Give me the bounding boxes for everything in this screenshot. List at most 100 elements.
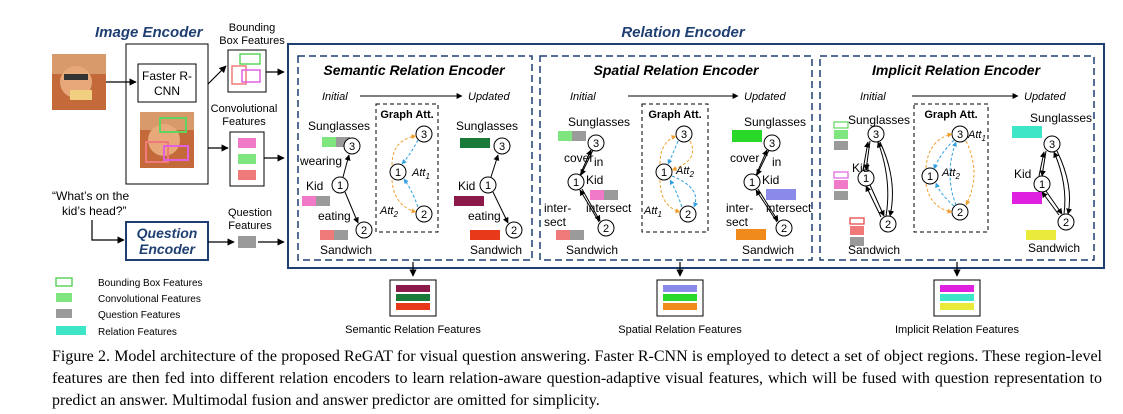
semantic-eating-updated: eating (468, 209, 501, 223)
question-encoder-label-2: Encoder (139, 241, 197, 257)
semantic-node-1-att: 1 (395, 167, 401, 179)
legend-swatch-relation (56, 326, 86, 335)
image-encoder-title: Image Encoder (95, 24, 204, 41)
legend-label-conv: Convolutional Features (98, 294, 201, 305)
implicit-att1: Att1 (967, 129, 986, 143)
legend-label-bbox: Bounding Box Features (98, 278, 203, 289)
input-photo (52, 54, 106, 110)
spatial-sunglasses-initial: Sunglasses (568, 115, 630, 129)
spatial-in-updated: in (772, 155, 781, 169)
detector-label-2: CNN (154, 84, 180, 98)
spatial-cover-updated: cover (730, 151, 759, 165)
implicit-sandwich-initial: Sandwich (848, 243, 900, 257)
spatial-node-1-updated: 1 (749, 177, 755, 189)
implicit-node-1-updated: 1 (1039, 179, 1045, 191)
legend-swatch-bbox (55, 277, 73, 287)
semantic-sunglasses-initial: Sunglasses (308, 119, 370, 133)
spatial-initial: Initial (570, 91, 596, 103)
semantic-node-2-updated: 2 (511, 225, 517, 237)
implicit-node-3-att: 3 (957, 129, 963, 141)
spatial-inter: inter- (544, 201, 571, 215)
semantic-eating: eating (318, 209, 351, 223)
implicit-node-1-att: 1 (927, 171, 933, 183)
semantic-att2: Att2 (379, 205, 398, 219)
image-encoder-frame (125, 43, 209, 185)
question-features-label-1: Question (228, 207, 272, 219)
semantic-sandwich-updated: Sandwich (470, 243, 522, 257)
legend-label-question: Question Features (98, 310, 180, 321)
implicit-node-2-initial: 2 (885, 219, 891, 231)
spatial-sandwich-initial: Sandwich (566, 243, 618, 257)
spatial-att2: Att2 (675, 165, 694, 179)
implicit-node-2-att: 2 (957, 207, 963, 219)
semantic-node-1-updated: 1 (485, 180, 491, 192)
spatial-in: in (594, 155, 603, 169)
legend-label-relation: Relation Features (98, 327, 177, 338)
semantic-node-1-initial: 1 (337, 180, 343, 192)
semantic-kid-updated: Kid (458, 179, 475, 193)
question-features-label-2: Features (228, 220, 272, 232)
detected-photo (140, 112, 194, 168)
implicit-att2: Att2 (941, 167, 960, 181)
spatial-output-label: Spatial Relation Features (618, 324, 742, 336)
spatial-panel (539, 55, 813, 261)
spatial-node-2-att: 2 (685, 209, 691, 221)
question-encoder-label-1: Question (137, 225, 198, 241)
conv-features-label-1: Convolutional (211, 103, 278, 115)
spatial-sect: sect (544, 215, 567, 229)
spatial-node-1-initial: 1 (573, 177, 579, 189)
spatial-title: Spatial Relation Encoder (594, 62, 760, 78)
implicit-panel (819, 55, 1095, 261)
relation-encoder-title: Relation Encoder (621, 24, 746, 41)
spatial-node-3-initial: 3 (593, 138, 599, 150)
implicit-initial: Initial (860, 91, 886, 103)
implicit-title: Implicit Relation Encoder (872, 62, 1042, 78)
semantic-node-3-att: 3 (421, 129, 427, 141)
spatial-sect-updated: sect (726, 215, 749, 229)
semantic-output-label: Semantic Relation Features (345, 324, 481, 336)
implicit-node-3-updated: 3 (1049, 139, 1055, 151)
spatial-intersect: intersect (586, 201, 632, 215)
bbox-features-label-1: Bounding (229, 22, 276, 34)
semantic-initial: Initial (322, 91, 348, 103)
spatial-updated: Updated (744, 91, 786, 103)
spatial-sandwich-updated: Sandwich (742, 243, 794, 257)
spatial-node-3-att: 3 (681, 129, 687, 141)
implicit-sunglasses-initial: Sunglasses (848, 113, 910, 127)
spatial-kid-updated: Kid (762, 173, 779, 187)
semantic-wearing: wearing (299, 154, 342, 168)
spatial-inter-updated: inter- (726, 201, 753, 215)
question-encoder-box (125, 221, 209, 261)
implicit-kid-updated: Kid (1014, 167, 1031, 181)
spatial-node-3-updated: 3 (769, 138, 775, 150)
semantic-node-2-att: 2 (421, 209, 427, 221)
semantic-sandwich-initial: Sandwich (320, 243, 372, 257)
spatial-node-2-updated: 2 (781, 223, 787, 235)
implicit-node-1-initial: 1 (863, 173, 869, 185)
faster-rcnn-box (137, 63, 197, 103)
implicit-node-2-updated: 2 (1063, 217, 1069, 229)
spatial-node-1-att: 1 (661, 167, 667, 179)
legend: Bounding Box Features Convolutional Feat… (55, 277, 203, 338)
semantic-panel (297, 55, 533, 261)
question-feature-block (238, 236, 256, 248)
semantic-sunglasses-updated: Sunglasses (456, 119, 518, 133)
spatial-sunglasses-updated: Sunglasses (744, 115, 806, 129)
figure-caption: Figure 2. Model architecture of the prop… (52, 348, 1102, 409)
spatial-node-2-initial: 2 (603, 223, 609, 235)
semantic-graph-att: Graph Att. (380, 109, 433, 121)
relation-encoder-frame (287, 43, 1105, 269)
semantic-node-3-initial: 3 (349, 141, 355, 153)
implicit-updated: Updated (1024, 91, 1066, 103)
semantic-att1: Att1 (411, 167, 430, 181)
implicit-output-label: Implicit Relation Features (895, 324, 1020, 336)
semantic-node-3-updated: 3 (499, 141, 505, 153)
question-text-1: “What’s on the (52, 189, 129, 203)
semantic-updated: Updated (468, 91, 510, 103)
spatial-kid-initial: Kid (586, 173, 603, 187)
semantic-node-2-initial: 2 (361, 225, 367, 237)
implicit-sunglasses-updated: Sunglasses (1030, 111, 1092, 125)
legend-swatch-conv (56, 293, 72, 302)
semantic-kid-initial: Kid (306, 179, 323, 193)
bbox-features-label-2: Box Features (219, 35, 285, 47)
